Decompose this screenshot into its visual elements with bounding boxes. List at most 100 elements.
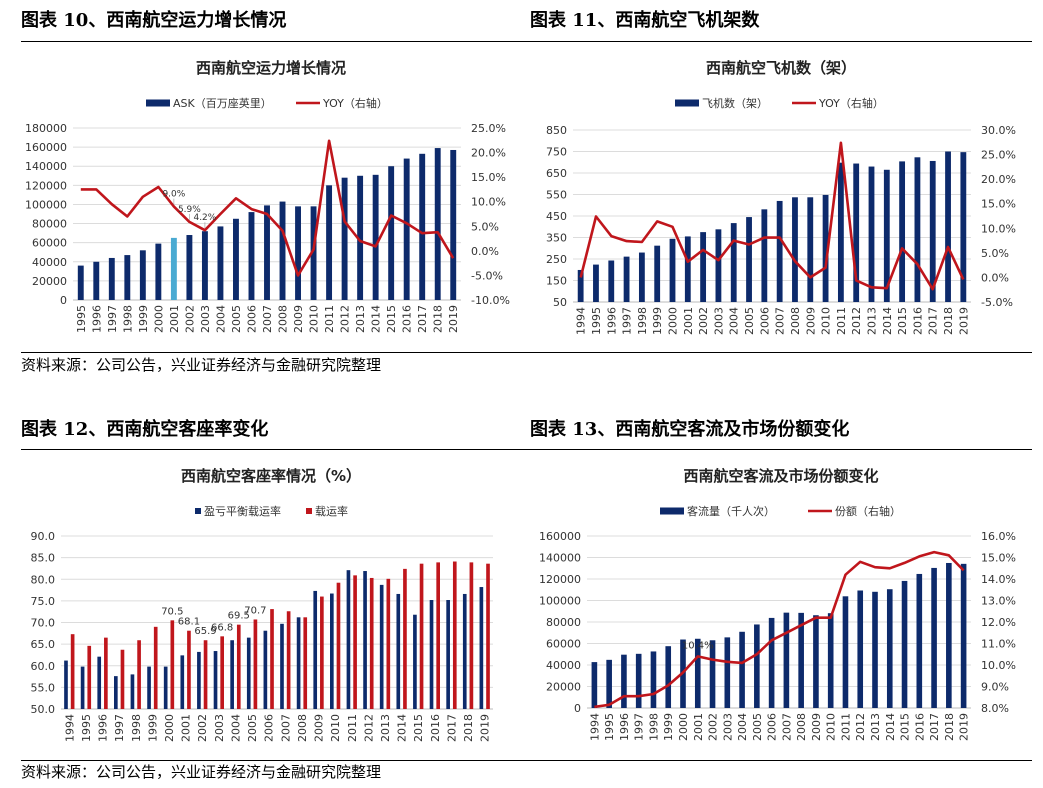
x-tick-label: 2010 (329, 714, 342, 742)
x-tick-label: 2018 (462, 714, 475, 742)
y2-tick-label: 15.0% (981, 552, 1016, 565)
x-tick-label: 2001 (180, 714, 193, 742)
x-tick-label: 1999 (146, 714, 159, 742)
x-tick-label: 1994 (588, 713, 601, 741)
x-tick-label: 2016 (401, 305, 414, 333)
bar (929, 160, 936, 302)
x-tick-label: 2003 (712, 307, 725, 335)
data-label: 5.9% (178, 205, 201, 215)
bar (436, 562, 440, 709)
bar (739, 631, 745, 708)
y2-tick-label: 11.0% (981, 638, 1016, 651)
x-tick-label: 2001 (692, 713, 705, 741)
figure-title: 图表 10、西南航空运力增长情况 (21, 10, 287, 31)
bar (180, 655, 185, 709)
figure-title: 图表 13、西南航空客流及市场份额变化 (530, 419, 850, 440)
chart-fleet: 西南航空飞机数（架） 50 150 250 350 450 550 650 750 850 -5.0… (546, 59, 1016, 335)
x-tick-label: 2010 (825, 713, 838, 741)
x-tick-label: 1995 (590, 307, 603, 335)
bar (213, 651, 218, 709)
bar (827, 613, 834, 708)
bar (591, 662, 598, 708)
legend-swatch (146, 99, 170, 107)
title-rule (21, 449, 1032, 450)
chart-title: 西南航空飞机数（架） (706, 59, 856, 77)
x-tick-label: 2017 (927, 307, 940, 335)
bar (236, 624, 241, 709)
x-tick-label: 2017 (928, 713, 941, 741)
series-line (594, 550, 965, 709)
x-tick-label: 1998 (636, 307, 649, 335)
x-tick-label: 1996 (618, 713, 631, 741)
y2-tick-label: -5.0% (981, 296, 1013, 309)
y2-tick-label: 8.0% (981, 702, 1009, 715)
bar (197, 651, 201, 709)
bar (694, 638, 701, 708)
y-tick-label: 120000 (539, 573, 581, 586)
bar (650, 651, 657, 708)
x-tick-label: 1995 (75, 305, 88, 333)
chart-title: 西南航空运力增长情况 (196, 59, 346, 77)
bar (754, 624, 760, 708)
bar (310, 206, 317, 300)
x-tick-label: 1998 (121, 305, 134, 333)
x-tick-label: 2005 (230, 305, 243, 333)
x-tick-label: 2013 (379, 714, 392, 742)
bar (700, 232, 707, 302)
x-tick-label: 2012 (362, 714, 375, 742)
x-tick-label: 2003 (213, 714, 226, 742)
x-tick-label: 2006 (766, 713, 779, 741)
source-rule (21, 352, 1032, 353)
bar (931, 567, 937, 708)
y2-tick-label: 14.0% (981, 573, 1016, 586)
bar (462, 593, 467, 709)
y-tick-label: 80000 (546, 616, 581, 629)
y2-tick-label: 5.0% (981, 247, 1009, 260)
y2-tick-label: 12.0% (981, 616, 1016, 629)
x-tick-label: 2008 (296, 714, 309, 742)
x-tick-label: 2013 (354, 305, 367, 333)
bar (230, 640, 234, 709)
bar (883, 169, 890, 302)
data-label: 70.7 (244, 605, 266, 616)
x-tick-label: 1997 (621, 307, 634, 335)
data-label: 4.2% (193, 213, 216, 223)
data-label: 65.9 (194, 626, 216, 637)
data-label: 68.1 (178, 617, 200, 628)
x-tick-label: 2004 (214, 305, 227, 333)
x-tick-label: 2019 (958, 713, 971, 741)
y2-tick-label: 15.0% (981, 198, 1016, 211)
x-tick-label: 1995 (80, 714, 93, 742)
x-tick-label: 2016 (913, 713, 926, 741)
bar (916, 573, 923, 708)
x-tick-label: 2018 (432, 305, 445, 333)
data-label: 69.5 (228, 611, 250, 622)
data-label: 10.4% (682, 640, 714, 651)
bar (187, 630, 191, 709)
bar (170, 620, 175, 709)
chart-load-factor: 西南航空客座率情况（%） 50.0 55.0 60.0 65.0 70.0 75.0 80.0… (31, 467, 493, 742)
bar (130, 674, 135, 709)
bar (124, 255, 131, 300)
bar (341, 177, 348, 300)
bar (108, 257, 115, 300)
legend-label: 份额（右轴） (835, 504, 901, 518)
bar (313, 590, 318, 709)
y-tick-label: 250 (546, 253, 567, 266)
bar (77, 265, 84, 300)
bar (623, 256, 630, 302)
x-tick-label: 2003 (199, 305, 212, 333)
bar (147, 666, 151, 709)
x-tick-label: 2001 (168, 305, 181, 333)
series-line (80, 139, 455, 277)
bar (413, 614, 417, 709)
y-tick-label: 140000 (539, 552, 581, 565)
x-tick-label: 2014 (396, 714, 409, 742)
x-tick-label: 2015 (899, 713, 912, 741)
bar (684, 236, 691, 302)
x-tick-label: 2009 (292, 305, 305, 333)
x-tick-label: 2004 (728, 307, 741, 335)
x-tick-label: 2007 (261, 305, 274, 333)
bar (336, 582, 341, 709)
data-label: 9.0% (162, 190, 185, 200)
